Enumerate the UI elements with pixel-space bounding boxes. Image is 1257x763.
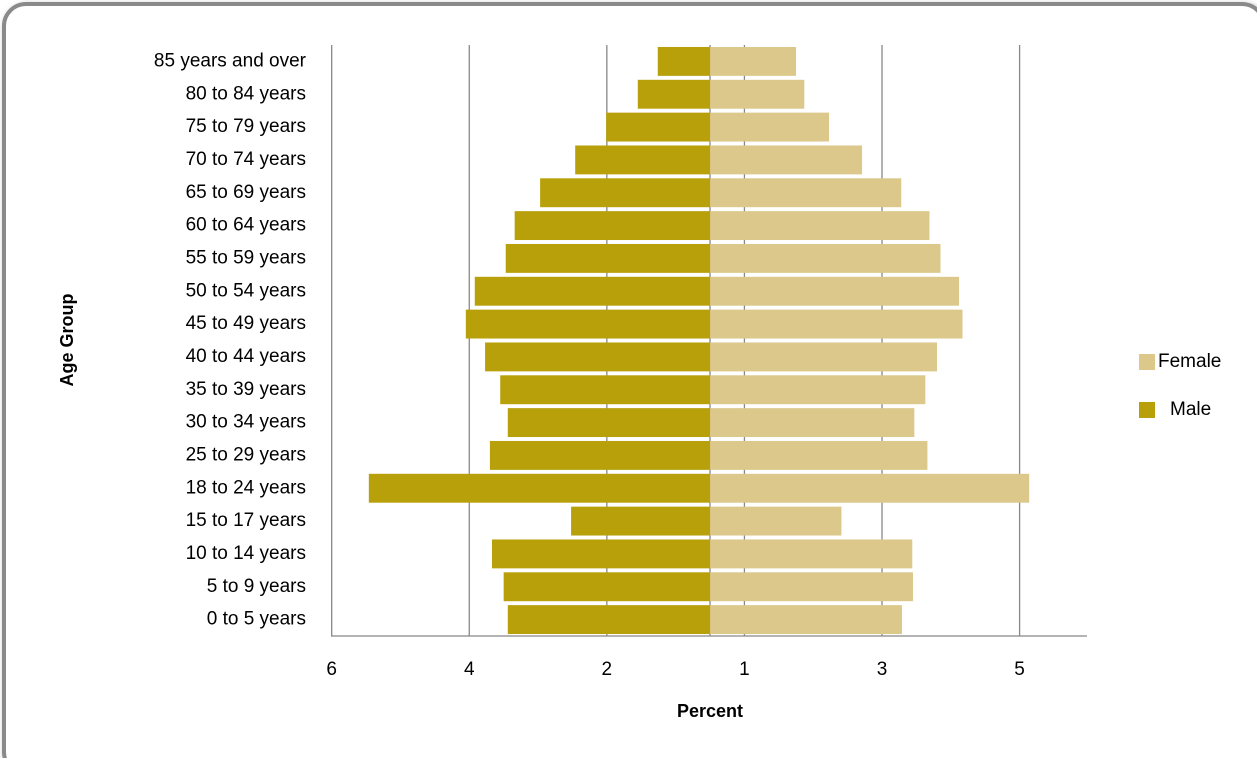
bar — [507, 408, 711, 438]
y-tick-label: 65 to 69 years — [186, 182, 306, 203]
x-tick-label: 4 — [464, 659, 475, 680]
bar — [503, 572, 711, 602]
legend-swatch — [1139, 402, 1155, 418]
bar — [710, 211, 930, 241]
legend-label: Female — [1158, 351, 1221, 372]
bar — [489, 440, 711, 470]
bar — [710, 309, 963, 339]
y-tick-label: 45 to 49 years — [186, 313, 306, 334]
bar — [575, 145, 711, 175]
y-tick-label: 10 to 14 years — [186, 543, 306, 564]
y-tick-label: 25 to 29 years — [186, 444, 306, 465]
bar — [465, 309, 711, 339]
bar — [710, 375, 926, 405]
bar — [710, 572, 913, 602]
bar — [485, 342, 711, 372]
x-tick-label: 5 — [1014, 659, 1025, 680]
y-tick-label: 50 to 54 years — [186, 280, 306, 301]
labels: 6 4 2 1 3 5 0 to 5 years 5 to 9 years 10 to 14 y… — [154, 50, 1221, 680]
bar — [710, 342, 938, 372]
bar — [606, 112, 711, 142]
bar — [710, 539, 913, 569]
bar — [637, 79, 711, 109]
y-tick-label: 30 to 34 years — [186, 412, 306, 433]
bar — [710, 145, 863, 175]
y-tick-label: 60 to 64 years — [186, 215, 306, 236]
legend-label: Male — [1170, 399, 1211, 420]
y-tick-label: 55 to 59 years — [186, 247, 306, 268]
bars — [368, 46, 1030, 635]
bar — [710, 178, 902, 208]
x-tick-label: 6 — [326, 659, 337, 680]
bar — [505, 243, 711, 273]
bar — [710, 243, 941, 273]
y-tick-label: 35 to 39 years — [186, 379, 306, 400]
legend-swatch — [1139, 354, 1155, 370]
bar — [710, 276, 960, 306]
bar — [474, 276, 711, 306]
bar — [710, 46, 797, 76]
bar — [657, 46, 711, 76]
bar — [540, 178, 711, 208]
y-tick-label: 85 years and over — [154, 50, 307, 71]
y-tick-label: 18 to 24 years — [186, 477, 306, 498]
bar — [710, 408, 915, 438]
bar — [514, 211, 711, 241]
x-axis-title: Percent — [677, 701, 743, 721]
y-tick-label: 5 to 9 years — [207, 576, 306, 597]
bar — [710, 605, 902, 635]
bar — [710, 79, 805, 109]
bar — [507, 605, 711, 635]
bar — [710, 506, 842, 536]
x-tick-label: 2 — [602, 659, 613, 680]
y-tick-label: 15 to 17 years — [186, 510, 306, 531]
y-tick-label: 70 to 74 years — [186, 149, 306, 170]
y-tick-label: 75 to 79 years — [186, 116, 306, 137]
x-tick-label: 3 — [877, 659, 888, 680]
bar — [710, 112, 830, 142]
bar — [500, 375, 711, 405]
y-axis-title: Age Group — [57, 293, 77, 386]
y-tick-label: 80 to 84 years — [186, 83, 306, 104]
bar — [571, 506, 711, 536]
bar — [710, 473, 1030, 503]
y-tick-label: 0 to 5 years — [207, 609, 306, 630]
bar — [710, 440, 928, 470]
bar — [368, 473, 711, 503]
y-tick-label: 40 to 44 years — [186, 346, 306, 367]
bar — [491, 539, 711, 569]
x-tick-label: 1 — [739, 659, 750, 680]
grid — [331, 45, 1087, 637]
